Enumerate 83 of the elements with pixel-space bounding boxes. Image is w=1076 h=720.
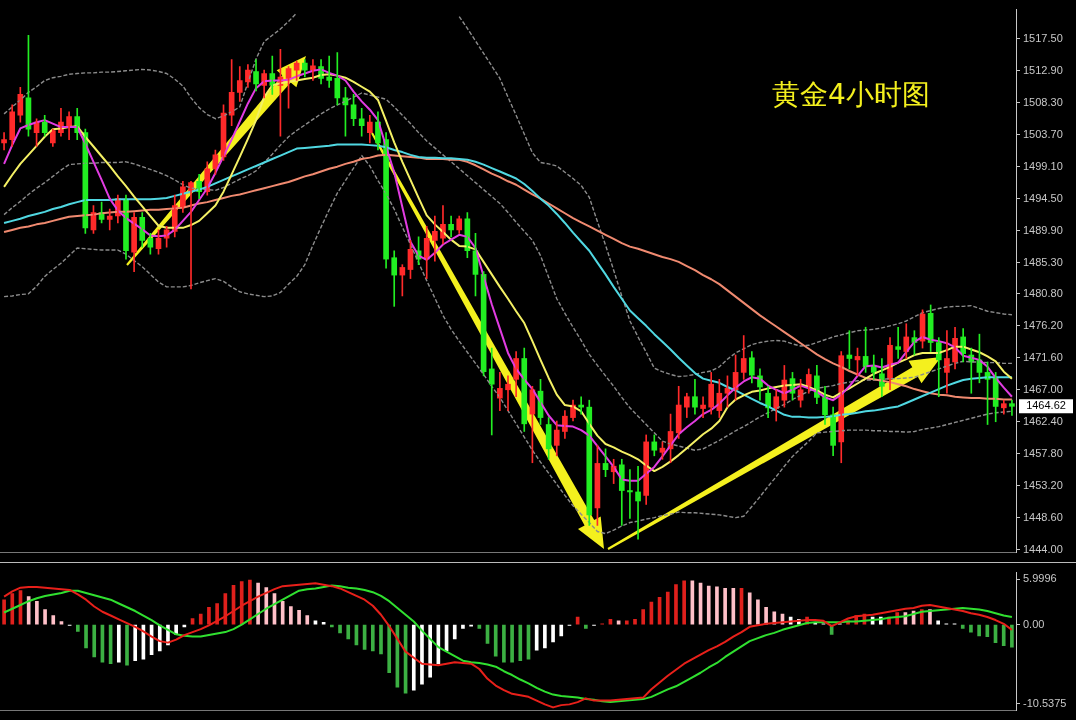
y-tick-label: 1508.30 [1023,95,1063,108]
y-tick-label: 1489.90 [1023,223,1063,236]
bar [215,603,219,625]
bar [461,624,465,629]
bar [584,624,588,629]
bar [756,599,760,625]
y-tick-label: 1471.60 [1023,350,1063,363]
bar [346,624,351,640]
bar [534,624,539,651]
bar [706,585,711,625]
y-tick-label: 1503.70 [1023,127,1063,140]
bar [379,624,383,655]
y-tick-label: 1444.00 [1023,542,1063,555]
bar [723,588,727,625]
bar [969,624,973,633]
y-tick-label: 1485.30 [1023,255,1063,268]
y-tick-label: 1480.80 [1023,286,1063,299]
bar [665,591,670,625]
bar [411,624,416,691]
bar [280,600,285,625]
y-tick-label: 0.00 [1023,617,1045,630]
bar [2,599,6,625]
bar [985,624,990,637]
y-tick-label: 1512.90 [1023,63,1063,76]
y-tick-label: -10.5375 [1023,696,1067,709]
line-series [3,154,1013,535]
bar [125,624,129,666]
bar [387,624,392,674]
bar [92,624,97,658]
bar [977,624,981,637]
bar [116,624,121,663]
bar [1010,624,1014,648]
y-tick-label: 1448.60 [1023,510,1063,523]
bar [133,624,138,662]
bar [305,615,310,625]
y-tick-label: 1453.20 [1023,478,1063,491]
bar [502,624,506,663]
y-tick-label: 1476.20 [1023,318,1063,331]
bar [624,620,629,625]
y-tick-label: 5.9996 [1023,572,1057,585]
y-tick-label: 1457.80 [1023,446,1063,459]
bar [338,624,342,634]
bar [960,624,965,629]
y-tick-label: 1494.50 [1023,191,1063,204]
y-tick-label: 1462.40 [1023,414,1063,427]
bar [477,624,482,629]
bar [43,609,47,625]
bar [764,606,768,625]
bar [76,624,80,632]
bar [731,588,736,625]
bar [420,624,424,685]
bar [493,624,498,657]
bar [289,606,293,625]
bar [518,624,523,662]
bar [198,613,203,625]
bar [452,624,457,640]
text: 1464.62 [1026,399,1066,412]
bar [207,606,211,625]
y-tick-label: 1499.10 [1023,159,1063,172]
bar [936,620,940,625]
text: 黄金4小时图 [772,78,930,111]
bar [674,584,678,625]
bar [682,580,686,625]
bar [747,592,752,625]
bar [559,624,564,637]
bar [641,609,646,625]
bar [35,600,39,625]
bar [551,624,555,643]
bar [428,624,432,678]
bar [715,586,719,625]
bar [297,609,301,625]
y-tick-label: 1467.00 [1023,382,1063,395]
bar [26,596,31,625]
bar [51,615,56,625]
bar [633,618,637,625]
bar [84,624,88,649]
bar [223,593,228,625]
bar [1001,624,1006,646]
bar [10,593,15,625]
bar [543,624,547,649]
y-tick-label: 1517.50 [1023,31,1063,44]
bar [510,624,514,663]
bar [370,624,375,652]
